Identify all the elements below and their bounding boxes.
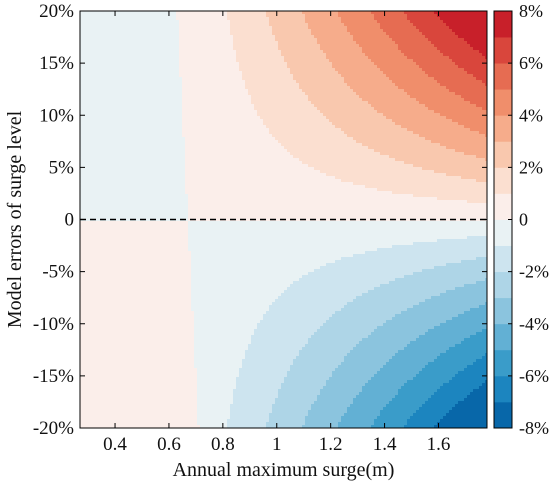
- colorbar-tick-label: 4%: [519, 105, 543, 125]
- x-tick-label: 1: [272, 434, 282, 455]
- colorbar-tick-label: -4%: [519, 314, 549, 334]
- x-tick-label: 1.2: [319, 434, 343, 455]
- colorbar-swatch: [494, 245, 512, 273]
- x-tick-label: 1.4: [373, 434, 397, 455]
- x-tick-label: 0.8: [211, 434, 235, 455]
- colorbar-tick-label: 6%: [519, 53, 543, 73]
- y-tick-label: 0: [65, 210, 75, 231]
- x-tick-label: 0.4: [103, 434, 127, 455]
- colorbar-tick-label: -2%: [519, 262, 549, 282]
- colorbar: -8% -6% -4% -2% 0 2% 4% 6% 8%: [493, 1, 549, 438]
- colorbar-swatch: [494, 323, 512, 351]
- colorbar-swatch: [494, 375, 512, 403]
- colorbar-swatch: [494, 115, 512, 142]
- colorbar-swatch: [494, 401, 512, 429]
- colorbar-swatch: [494, 193, 512, 220]
- x-tick-label: 0.6: [157, 434, 181, 455]
- colorbar-tick-label: 0: [519, 210, 528, 230]
- colorbar-tick-label: 8%: [519, 1, 543, 21]
- colorbar-swatch: [494, 271, 512, 299]
- colorbar-swatch: [494, 63, 512, 90]
- y-axis-label: Model errors of surge level: [4, 110, 26, 328]
- colorbar-swatch: [494, 141, 512, 168]
- y-tick-label: 10%: [39, 105, 74, 126]
- colorbar-swatch: [494, 167, 512, 194]
- colorbar-tick-label: -6%: [519, 366, 549, 386]
- x-tick-label: 1.6: [427, 434, 451, 455]
- colorbar-swatch: [494, 297, 512, 325]
- y-tick-label: 20%: [39, 1, 74, 22]
- y-tick-label: -10%: [33, 314, 74, 335]
- contour-fill: [80, 11, 487, 428]
- y-tick-label: 5%: [49, 157, 75, 178]
- plot-area: [80, 11, 487, 428]
- x-axis-label: Annual maximum surge(m): [173, 459, 395, 481]
- axes: 0.4 0.6 0.8 1 1.2 1.4 1.6 -20% -15% -10% -5% 0 5% 10%…: [33, 1, 488, 455]
- colorbar-swatch: [494, 349, 512, 377]
- colorbar-swatch: [494, 37, 512, 64]
- colorbar-tick-label: -8%: [519, 418, 549, 438]
- y-tick-label: -5%: [42, 262, 74, 283]
- colorbar-swatch: [494, 219, 512, 246]
- colorbar-swatch: [494, 89, 512, 116]
- colorbar-tick-label: 2%: [519, 157, 543, 177]
- y-tick-label: -20%: [33, 418, 74, 439]
- y-tick-label: 15%: [39, 53, 74, 74]
- colorbar-swatch: [494, 11, 512, 38]
- y-tick-label: -15%: [33, 366, 74, 387]
